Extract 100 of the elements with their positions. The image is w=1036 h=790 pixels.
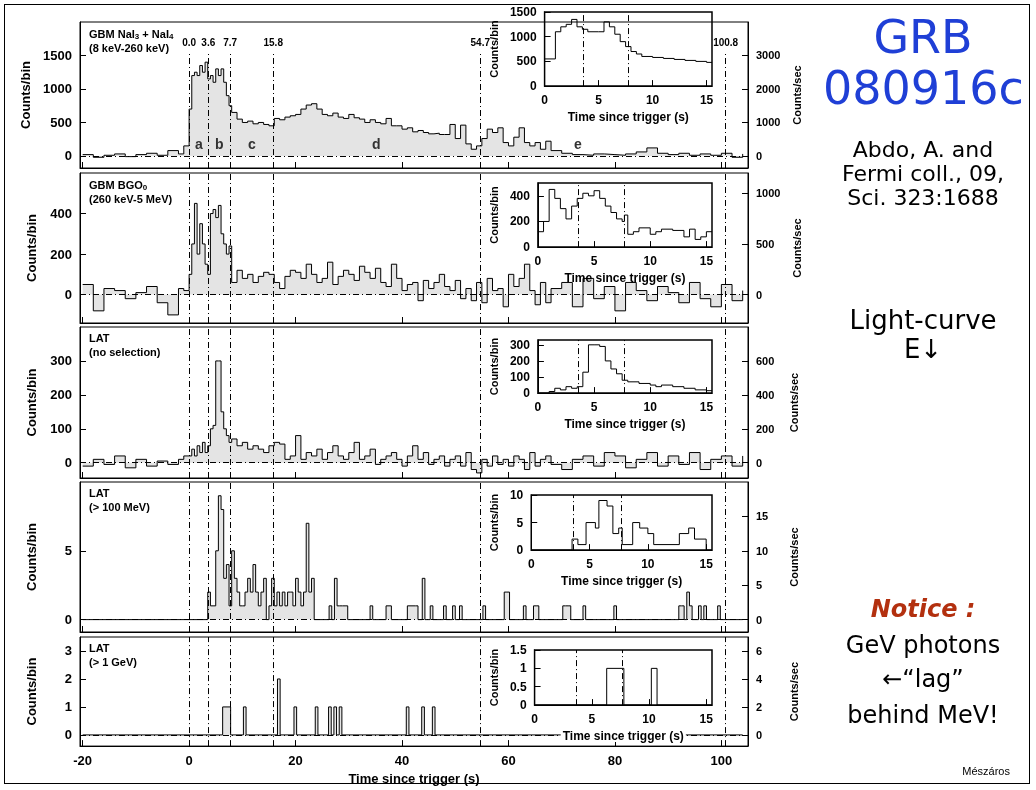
y2-tick-label: 10 bbox=[756, 544, 769, 557]
y2-tick-label: 0 bbox=[756, 613, 763, 626]
x-tick-label: 5 bbox=[586, 557, 594, 572]
y-tick-label: 300 bbox=[50, 353, 72, 369]
y-axis-title: Counts/bin bbox=[487, 648, 500, 707]
chart-title: LAT bbox=[89, 331, 110, 344]
x-tick-label: 10 bbox=[641, 557, 655, 572]
x-tick-label: 5 bbox=[588, 712, 596, 727]
chart-title: LAT bbox=[89, 486, 110, 499]
y-tick-label: 300 bbox=[509, 337, 531, 352]
y-tick-label: 1 bbox=[64, 699, 72, 715]
x-tick-label: 10 bbox=[643, 400, 658, 415]
ref-line-label: 0.0 bbox=[182, 36, 197, 48]
y-tick-label: 400 bbox=[50, 206, 72, 222]
x-axis-title: Time since trigger (s) bbox=[564, 417, 686, 431]
y2-tick-label: 3000 bbox=[756, 49, 781, 62]
x-tick-label: 100 bbox=[710, 753, 733, 769]
ref-line-label: 100.8 bbox=[713, 36, 739, 48]
y-tick-label: 0 bbox=[519, 698, 527, 713]
y2-tick-label: 200 bbox=[756, 422, 775, 435]
y2-tick-label: 0 bbox=[756, 728, 763, 741]
x-tick-label: 80 bbox=[607, 753, 623, 769]
y2-axis-title: Counts/sec bbox=[787, 661, 800, 722]
x-tick-label: 10 bbox=[643, 254, 658, 269]
text: GRB 080916c bbox=[823, 10, 1024, 115]
x-tick-label: 0 bbox=[541, 93, 549, 108]
y-tick-label: 100 bbox=[50, 421, 72, 437]
y-axis-title: Counts/bin bbox=[24, 368, 39, 437]
y-axis-title: Counts/bin bbox=[24, 214, 39, 282]
y2-tick-label: 500 bbox=[756, 237, 775, 250]
y-tick-label: 2 bbox=[64, 671, 72, 687]
x-tick-label: 15 bbox=[699, 93, 714, 108]
y-tick-label: 1 bbox=[519, 661, 527, 676]
y2-tick-label: 2 bbox=[756, 700, 763, 713]
ref-line-label: 3.6 bbox=[201, 36, 216, 48]
y-tick-label: 5 bbox=[516, 515, 524, 530]
y2-tick-label: 15 bbox=[756, 510, 769, 523]
y2-tick-label: 1000 bbox=[756, 187, 781, 200]
x-tick-label: 0 bbox=[185, 753, 193, 769]
x-tick-label: 15 bbox=[699, 400, 714, 415]
y2-axis-title: Counts/sec bbox=[787, 372, 800, 433]
x-tick-label: 5 bbox=[590, 254, 598, 269]
ref-line-label: 54.7 bbox=[470, 36, 491, 48]
y-tick-label: 400 bbox=[509, 188, 531, 203]
text: Light-curve E↓ bbox=[848, 305, 998, 364]
y-tick-label: 500 bbox=[50, 114, 72, 130]
y2-tick-label: 0 bbox=[756, 149, 763, 162]
y-tick-label: 0 bbox=[523, 240, 531, 255]
annotation: a bbox=[195, 136, 203, 152]
y-tick-label: 1000 bbox=[43, 81, 72, 97]
y-tick-label: 200 bbox=[509, 353, 531, 368]
x-axis-title: Time since trigger (s) bbox=[561, 574, 683, 588]
y-tick-label: 0 bbox=[529, 79, 537, 94]
y2-tick-label: 0 bbox=[756, 456, 763, 469]
x-tick-label: 15 bbox=[699, 254, 714, 269]
y-tick-label: 1000 bbox=[509, 29, 537, 44]
y2-tick-label: 6 bbox=[756, 644, 763, 657]
annotation: b bbox=[215, 136, 224, 152]
x-axis-title: Time since trigger (s) bbox=[562, 729, 684, 743]
annotation: e bbox=[574, 136, 582, 152]
text: (260 keV-5 MeV) bbox=[89, 192, 173, 205]
x-tick-label: 40 bbox=[394, 753, 410, 769]
y-tick-label: 1.5 bbox=[509, 643, 527, 657]
annotation: d bbox=[372, 136, 381, 152]
y-axis-title: Counts/bin bbox=[24, 657, 39, 726]
text: GeV photons bbox=[844, 631, 1002, 659]
y-tick-label: 0 bbox=[64, 148, 72, 164]
y-tick-label: 100 bbox=[509, 370, 531, 385]
y-tick-label: 3 bbox=[64, 643, 72, 659]
x-tick-label: -20 bbox=[73, 753, 93, 769]
y2-tick-label: 400 bbox=[756, 388, 775, 401]
x-tick-label: 60 bbox=[501, 753, 516, 769]
x-axis-title: Time since trigger (s) bbox=[567, 110, 689, 124]
y-axis-title: Counts/bin bbox=[487, 493, 500, 552]
y-tick-label: 0 bbox=[523, 386, 531, 401]
x-tick-label: 10 bbox=[642, 712, 657, 727]
text: Abdo, A. and Fermi coll., 09, Sci. 323:1688 bbox=[841, 137, 1005, 211]
y-tick-label: 0.5 bbox=[509, 679, 527, 694]
x-tick-label: 10 bbox=[645, 93, 660, 108]
annotation: c bbox=[248, 136, 256, 152]
text: behind MeV! bbox=[846, 701, 1000, 729]
y-tick-label: 0 bbox=[64, 455, 72, 471]
y2-axis-title: Counts/sec bbox=[790, 65, 803, 125]
y-tick-label: 5 bbox=[64, 543, 72, 559]
text: Mészáros bbox=[961, 765, 1010, 778]
text: ←“lag” bbox=[881, 665, 965, 693]
y-tick-label: 1500 bbox=[509, 5, 537, 19]
x-axis-title: Time since trigger (s) bbox=[564, 271, 686, 285]
y-tick-label: 0 bbox=[516, 543, 524, 558]
ref-line-label: 15.8 bbox=[263, 36, 284, 48]
text: (> 100 MeV) bbox=[89, 500, 151, 513]
y-tick-label: 200 bbox=[509, 214, 531, 229]
y2-tick-label: 0 bbox=[756, 288, 763, 301]
y-axis-title: Counts/bin bbox=[18, 61, 34, 129]
y-axis-title: Counts/bin bbox=[24, 523, 39, 591]
text: (no selection) bbox=[89, 345, 161, 358]
y-tick-label: 0 bbox=[64, 287, 72, 303]
chart-title: LAT bbox=[89, 641, 110, 654]
x-tick-label: 5 bbox=[590, 400, 598, 415]
x-tick-label: 20 bbox=[288, 753, 303, 769]
